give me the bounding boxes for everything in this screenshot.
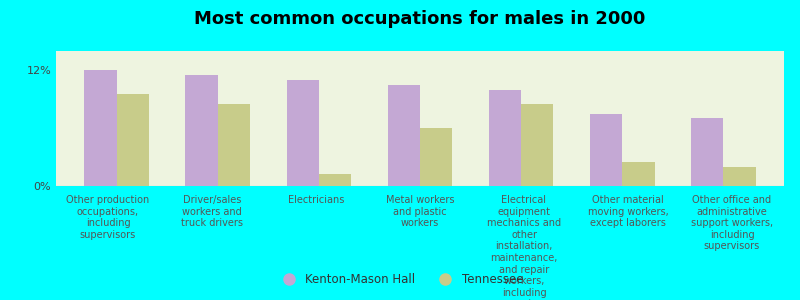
Text: Other office and
administrative
support workers,
including
supervisors: Other office and administrative support … [691,195,773,251]
Text: Other material
moving workers,
except laborers: Other material moving workers, except la… [588,195,668,228]
Bar [117,94,149,186]
Bar [723,167,756,186]
Bar [489,90,521,186]
Bar [622,162,654,186]
Bar [84,70,117,186]
Text: Electrical
equipment
mechanics and
other
installation,
maintenance,
and repair
w: Electrical equipment mechanics and other… [487,195,561,300]
Bar [319,174,351,186]
Bar [388,85,420,186]
Text: Other production
occupations,
including
supervisors: Other production occupations, including … [66,195,150,240]
Bar [218,104,250,186]
Bar [521,104,554,186]
Bar [286,80,319,186]
Bar [420,128,452,186]
Text: Metal workers
and plastic
workers: Metal workers and plastic workers [386,195,454,228]
Text: Electricians: Electricians [288,195,344,205]
Legend: Kenton-Mason Hall, Tennessee: Kenton-Mason Hall, Tennessee [272,269,528,291]
Title: Most common occupations for males in 2000: Most common occupations for males in 200… [194,10,646,28]
Bar [691,118,723,186]
Bar [590,114,622,186]
Text: Driver/sales
workers and
truck drivers: Driver/sales workers and truck drivers [181,195,243,228]
Bar [186,75,218,186]
